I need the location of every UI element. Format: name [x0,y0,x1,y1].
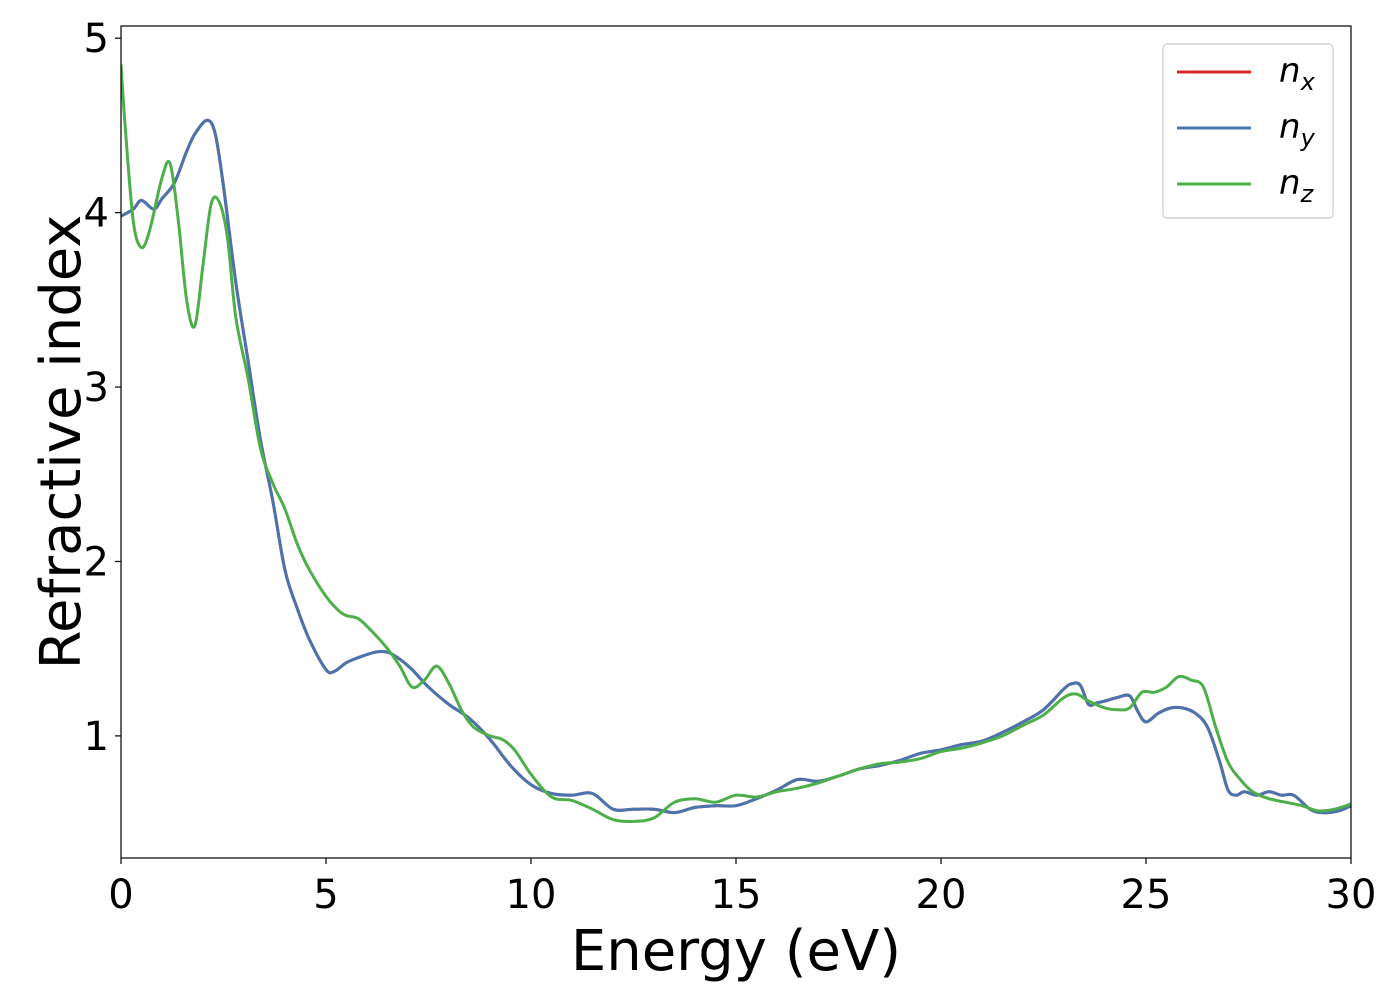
legend-label-nz: nz [1279,163,1315,208]
legend-label-ny: ny [1279,107,1316,152]
series-line-nz [121,64,1351,824]
x-axis-ticks: 0 5 10 15 20 25 30 [108,858,1376,918]
y-tick-label: 2 [84,539,109,585]
x-tick-label: 10 [506,872,557,918]
legend-label-nx: nx [1279,51,1316,96]
series-line-ny [121,118,1351,815]
y-tick-label: 5 [84,16,109,62]
y-tick-label: 4 [84,191,109,237]
y-axis-label: Refractive index [29,215,94,670]
y-axis-ticks: 1 2 3 4 5 [84,16,121,760]
x-tick-label: 20 [916,872,967,918]
y-tick-label: 1 [84,714,109,760]
x-tick-label: 15 [711,872,762,918]
x-tick-label: 5 [313,872,338,918]
series-layer [121,64,1351,824]
x-tick-label: 30 [1326,872,1377,918]
legend-box [1162,43,1334,219]
x-axis-label: Energy (eV) [571,919,901,984]
legend: nx ny nz [1162,43,1334,219]
x-tick-label: 0 [108,872,133,918]
y-tick-label: 3 [84,365,109,411]
x-tick-label: 25 [1121,872,1172,918]
